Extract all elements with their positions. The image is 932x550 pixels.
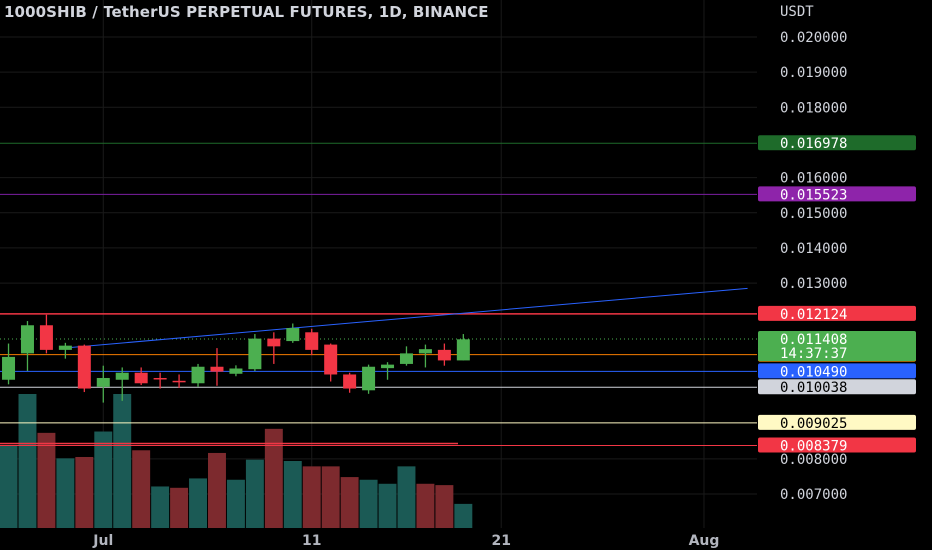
candle-body xyxy=(77,345,91,389)
trend-line-group xyxy=(63,287,748,349)
candle-body xyxy=(2,356,16,380)
candle-body xyxy=(115,372,129,380)
trend-line xyxy=(63,287,748,349)
candle-body xyxy=(134,372,148,384)
candle-body xyxy=(58,345,72,350)
price-tick-label: 0.018000 xyxy=(780,100,847,116)
volume-bar xyxy=(283,461,302,528)
price-tick-label: 0.014000 xyxy=(780,241,847,257)
volume-bar xyxy=(56,458,75,528)
hline-price-tag: 0.016978 xyxy=(780,136,847,152)
grid xyxy=(0,0,757,528)
candle-body xyxy=(362,366,376,391)
price-tick-label: 0.008000 xyxy=(780,452,847,468)
candle-body xyxy=(305,332,319,350)
hline-price-tag: 0.010038 xyxy=(780,380,847,396)
volume-bar xyxy=(113,394,132,528)
candle-body xyxy=(229,368,243,374)
volume-bar xyxy=(170,487,189,528)
candle-body xyxy=(324,344,338,375)
time-tick-label: Jul xyxy=(92,533,113,549)
candle-body xyxy=(248,338,262,370)
candle-body xyxy=(381,364,395,369)
price-tags: 0.0169780.0155230.0121240.0109640.010490… xyxy=(758,135,916,455)
volume-bar xyxy=(75,456,94,528)
hline-price-tag-bg xyxy=(758,186,916,202)
countdown-label: 14:37:37 xyxy=(780,346,847,362)
price-tick-label: 0.016000 xyxy=(780,171,847,187)
hline-price-tag-bg xyxy=(758,135,916,151)
time-tick-label: 21 xyxy=(491,533,510,549)
volume-bar xyxy=(208,452,226,528)
volume-bar xyxy=(397,466,416,528)
candle-body xyxy=(191,366,205,384)
chart-title: 1000SHIB / TetherUS PERPETUAL FUTURES, 1… xyxy=(4,3,489,21)
volume-bar xyxy=(132,450,151,528)
candle-body xyxy=(418,349,432,354)
volume-bar xyxy=(151,486,170,528)
price-tick-label: 0.015000 xyxy=(780,206,847,222)
candle-body xyxy=(20,325,34,354)
candle-body xyxy=(267,338,281,347)
candle-body xyxy=(172,380,186,383)
hline-price-tag-bg xyxy=(758,437,916,453)
candle-body xyxy=(343,374,357,389)
hline-price-tag: 0.015523 xyxy=(780,187,847,203)
candlesticks xyxy=(2,314,470,403)
price-tick-label: 0.007000 xyxy=(780,487,847,503)
volume-bar xyxy=(416,483,435,528)
volume-histogram xyxy=(0,394,473,528)
last-price-label: 0.011408 xyxy=(780,332,847,348)
volume-bar xyxy=(340,477,359,528)
hline-price-tag-bg xyxy=(758,305,916,321)
candle-body xyxy=(286,328,300,342)
volume-bar xyxy=(321,466,340,528)
time-axis[interactable]: Jul 11 21 Aug xyxy=(92,533,719,549)
candle-body xyxy=(399,353,413,364)
volume-bar xyxy=(226,479,245,528)
price-tick-label: 0.013000 xyxy=(780,276,847,292)
volume-bar xyxy=(189,478,208,528)
volume-bar xyxy=(359,479,378,528)
candle-body xyxy=(96,377,110,387)
price-tick-label: 0.020000 xyxy=(780,30,847,46)
price-tick-label: 0.019000 xyxy=(780,65,847,81)
hline-price-tag: 0.009025 xyxy=(780,416,847,432)
last-price-tag-bg xyxy=(758,331,916,362)
candle-body xyxy=(39,325,53,350)
hline-price-tag-bg xyxy=(758,379,916,395)
volume-bar xyxy=(94,431,113,528)
hline-price-tag-bg xyxy=(758,414,916,430)
volume-bar xyxy=(435,485,454,528)
price-axis[interactable]: USDT0.0200000.0190000.0180000.0160000.01… xyxy=(780,4,847,503)
horizontal-lines xyxy=(0,142,757,447)
volume-bar xyxy=(302,466,321,528)
candle-body xyxy=(210,366,224,372)
volume-bar xyxy=(18,394,37,528)
candle-body xyxy=(456,339,470,361)
hline-price-tag-bg xyxy=(758,363,916,379)
hline-price-tag: 0.012124 xyxy=(780,307,847,323)
volume-bar xyxy=(37,432,56,528)
hline-price-tag: 0.010490 xyxy=(780,364,847,380)
axis-unit-label: USDT xyxy=(780,4,814,20)
volume-bar xyxy=(245,459,264,528)
volume-bar xyxy=(454,503,473,528)
candle-body xyxy=(153,377,167,380)
candle-body xyxy=(437,349,451,361)
hline-price-tag: 0.008379 xyxy=(780,439,847,455)
time-tick-label: Aug xyxy=(689,533,720,549)
time-tick-label: 11 xyxy=(302,533,321,549)
volume-bar xyxy=(0,444,18,528)
volume-bar xyxy=(264,428,283,528)
volume-bar xyxy=(378,483,397,528)
